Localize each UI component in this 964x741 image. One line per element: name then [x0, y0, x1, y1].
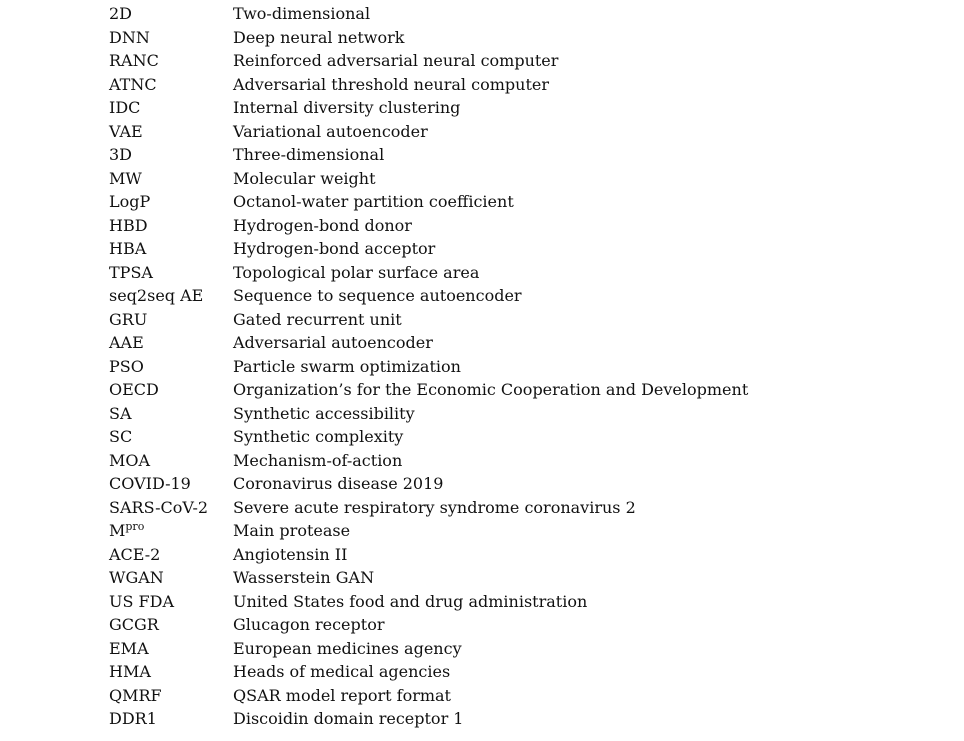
abbreviation-definition: Molecular weight	[233, 168, 376, 188]
abbreviation-definition: United States food and drug administrati…	[233, 591, 588, 611]
abbreviation-definition: Severe acute respiratory syndrome corona…	[233, 497, 636, 517]
abbreviation-term: ATNC	[109, 74, 157, 94]
abbreviation-term: PSO	[109, 356, 144, 376]
abbreviation-term-superscript: pro	[125, 520, 145, 533]
abbreviation-row: WGAN Wasserstein GAN	[109, 566, 929, 590]
abbreviation-row: ATNC Adversarial threshold neural compute…	[109, 73, 929, 97]
abbreviation-term-base: M	[109, 521, 126, 540]
abbreviation-row: MOA Mechanism-of-action	[109, 449, 929, 473]
abbreviation-row: TPSA Topological polar surface area	[109, 261, 929, 285]
abbreviation-definition: Particle swarm optimization	[233, 356, 461, 376]
abbreviation-row: DDR1 Discoidin domain receptor 1	[109, 707, 929, 731]
abbreviation-term: MOA	[109, 450, 151, 470]
abbreviation-row: VAE Variational autoencoder	[109, 120, 929, 144]
abbreviation-row: PSO Particle swarm optimization	[109, 355, 929, 379]
abbreviation-definition: Reinforced adversarial neural computer	[233, 51, 559, 70]
abbreviation-term: seq2seq AE	[109, 286, 204, 305]
abbreviation-definition: Internal diversity clustering	[233, 98, 461, 117]
abbreviation-row: RANC Reinforced adversarial neural comput…	[109, 49, 929, 73]
abbreviation-definition: Synthetic accessibility	[233, 403, 415, 423]
abbreviation-row: 3D Three-dimensional	[109, 143, 929, 167]
abbreviation-term: IDC	[109, 98, 141, 117]
abbreviation-row: US FDA United States food and drug admini…	[109, 590, 929, 614]
abbreviation-term: LogP	[109, 192, 151, 211]
abbreviation-definition: Gated recurrent unit	[233, 309, 402, 329]
abbreviation-row: 2D Two-dimensional	[109, 2, 929, 26]
abbreviation-term: WGAN	[109, 568, 164, 587]
abbreviation-term: VAE	[109, 121, 143, 141]
abbreviation-row: LogP Octanol-water partition coefficient	[109, 190, 929, 214]
abbreviation-term: US FDA	[109, 591, 175, 611]
abbreviation-term: RANC	[109, 51, 159, 70]
abbreviation-row: EMA European medicines agency	[109, 637, 929, 661]
abbreviation-definition: Deep neural network	[233, 27, 405, 47]
abbreviation-definition: Sequence to sequence autoencoder	[233, 286, 522, 305]
abbreviation-definition: Octanol-water partition coefficient	[233, 192, 514, 211]
abbreviation-definition: Two-dimensional	[233, 4, 371, 23]
abbreviation-row: HBA Hydrogen-bond acceptor	[109, 237, 929, 261]
abbreviation-definition: Discoidin domain receptor 1	[233, 709, 464, 728]
abbreviation-definition: Main protease	[233, 521, 351, 540]
abbreviation-term: DDR1	[109, 709, 157, 728]
abbreviation-term: TPSA	[109, 262, 153, 282]
abbreviation-definition: Hydrogen-bond donor	[233, 215, 412, 235]
abbreviation-row: OECD Organization’s for the Economic Coop…	[109, 378, 929, 402]
abbreviation-definition: Topological polar surface area	[233, 262, 480, 282]
abbreviation-term: COVID-19	[109, 474, 191, 493]
abbreviation-term: QMRF	[109, 685, 162, 705]
abbreviation-term: SA	[109, 403, 132, 423]
abbreviation-definition: Variational autoencoder	[233, 121, 428, 141]
abbreviation-definition: Angiotensin II	[233, 544, 348, 564]
abbreviation-row: SARS-CoV-2 Severe acute respiratory syndr…	[109, 496, 929, 520]
abbreviation-term: OECD	[109, 380, 159, 399]
abbreviation-row: ACE-2 Angiotensin II	[109, 543, 929, 567]
abbreviation-term: SC	[109, 427, 133, 446]
abbreviation-term: ACE-2	[109, 544, 161, 564]
abbreviation-row: SA Synthetic accessibility	[109, 402, 929, 426]
abbreviation-row: HMA Heads of medical agencies	[109, 660, 929, 684]
abbreviation-row: seq2seq AE Sequence to sequence autoencod…	[109, 284, 929, 308]
abbreviation-term: HBD	[109, 215, 148, 235]
abbreviation-definition: Adversarial autoencoder	[233, 333, 433, 352]
abbreviation-term: GRU	[109, 309, 148, 329]
abbreviation-row: SC Synthetic complexity	[109, 425, 929, 449]
abbreviation-row: HBD Hydrogen-bond donor	[109, 214, 929, 238]
abbreviation-row: MW Molecular weight	[109, 167, 929, 191]
abbreviation-term: MW	[109, 168, 142, 188]
abbreviation-term: HMA	[109, 662, 151, 681]
abbreviation-row: QMRF QSAR model report format	[109, 684, 929, 708]
abbreviation-row: IDC Internal diversity clustering	[109, 96, 929, 120]
abbreviation-term: EMA	[109, 638, 149, 658]
abbreviation-term: GCGR	[109, 615, 159, 634]
abbreviation-row: Mpro Main protease	[109, 519, 929, 543]
abbreviation-row: AAE Adversarial autoencoder	[109, 331, 929, 355]
abbreviation-definition: European medicines agency	[233, 638, 462, 658]
abbreviation-row: COVID-19 Coronavirus disease 2019	[109, 472, 929, 496]
abbreviation-term: Mpro	[109, 519, 233, 543]
abbreviation-term: 2D	[109, 4, 133, 23]
abbreviation-term: HBA	[109, 239, 147, 258]
abbreviation-row: DNN Deep neural network	[109, 26, 929, 50]
abbreviation-definition: Coronavirus disease 2019	[233, 474, 444, 493]
abbreviation-definition: Synthetic complexity	[233, 427, 404, 446]
abbreviation-definition: Hydrogen-bond acceptor	[233, 239, 436, 258]
abbreviation-definition: Mechanism-of-action	[233, 450, 403, 470]
abbreviation-definition: Wasserstein GAN	[233, 568, 375, 587]
abbreviation-definition: Glucagon receptor	[233, 615, 385, 634]
abbreviation-term: SARS-CoV-2	[109, 497, 209, 517]
abbreviation-term: DNN	[109, 27, 150, 47]
abbreviation-row: GRU Gated recurrent unit	[109, 308, 929, 332]
abbreviation-definition: Three-dimensional	[233, 145, 385, 164]
abbreviation-definition: Organization’s for the Economic Cooperat…	[233, 380, 749, 399]
abbreviation-list: 2D Two-dimensional DNN Deep neural network…	[109, 2, 929, 731]
abbreviation-definition: QSAR model report format	[233, 685, 451, 705]
abbreviation-term: AAE	[109, 333, 144, 352]
abbreviation-term: 3D	[109, 145, 133, 164]
abbreviation-definition: Adversarial threshold neural computer	[233, 74, 549, 94]
abbreviation-definition: Heads of medical agencies	[233, 662, 451, 681]
abbreviation-row: GCGR Glucagon receptor	[109, 613, 929, 637]
